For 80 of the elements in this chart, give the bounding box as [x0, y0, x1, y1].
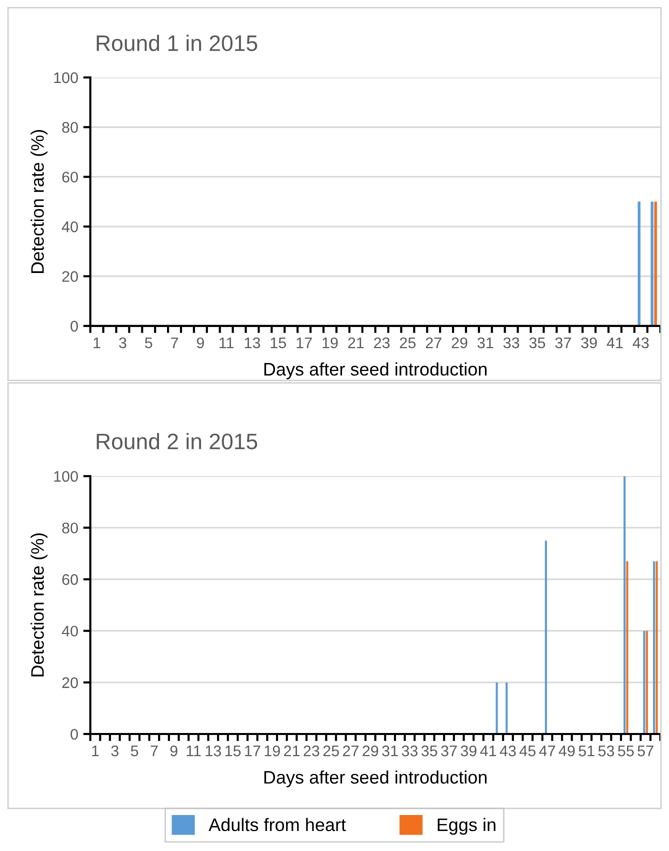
x-tick-label: 23: [304, 746, 320, 756]
x-tick-label: 23: [374, 337, 390, 348]
x-tick-label: 9: [196, 337, 204, 348]
y-axis-title: Detection rate (%): [30, 130, 48, 273]
x-tick-label: 3: [119, 337, 126, 348]
x-tick-label: 15: [225, 746, 241, 756]
x-tick-label: 13: [244, 337, 260, 348]
x-tick-label: 15: [270, 338, 286, 348]
y-axis-title: Detection rate (%): [30, 533, 48, 676]
y-tick-label: 0: [70, 728, 78, 740]
y-tick-label: 40: [62, 626, 78, 637]
y-tick-label: 100: [54, 471, 78, 482]
x-tick-label: 29: [452, 337, 468, 348]
x-tick-label: 5: [130, 746, 138, 756]
x-tick-label: 5: [144, 338, 152, 348]
x-tick-label: 19: [264, 746, 280, 756]
x-tick-label: 3: [111, 746, 118, 756]
x-tick-label: 7: [171, 338, 178, 348]
x-tick-label: 29: [362, 746, 378, 756]
bar: [656, 561, 658, 734]
y-tick-label: 20: [62, 271, 78, 282]
x-tick-label: 17: [245, 746, 260, 756]
x-tick-label: 37: [441, 746, 457, 756]
x-tick-label: 49: [558, 746, 575, 756]
chart-title: Round 2 in 2015: [96, 433, 258, 450]
x-tick-label: 13: [206, 746, 221, 756]
x-tick-label: 41: [606, 338, 623, 348]
y-tick-label: 0: [70, 320, 78, 332]
x-tick-label: 11: [186, 746, 201, 756]
legend-label: Adults from heart: [208, 818, 346, 832]
y-tick-label: 60: [62, 574, 78, 585]
x-tick-label: 25: [323, 746, 339, 756]
x-tick-label: 43: [632, 337, 649, 348]
y-tick-label: 80: [62, 122, 78, 133]
x-tick-label: 53: [598, 746, 614, 756]
bar: [643, 630, 646, 734]
x-tick-label: 21: [284, 746, 300, 756]
x-tick-label: 39: [460, 746, 476, 756]
bar: [626, 561, 628, 734]
x-tick-label: 57: [638, 746, 654, 756]
x-tick-label: 35: [421, 746, 438, 756]
x-tick-label: 47: [539, 746, 556, 756]
bar: [653, 561, 656, 734]
x-tick-label: 25: [400, 337, 416, 348]
x-tick-label: 51: [578, 746, 594, 756]
x-tick-label: 1: [94, 338, 100, 348]
x-tick-label: 27: [343, 746, 358, 756]
bar: [544, 540, 547, 734]
x-tick-label: 27: [426, 337, 442, 348]
y-tick-label: 100: [54, 72, 78, 84]
bar: [496, 682, 498, 734]
x-tick-label: 33: [503, 337, 520, 348]
x-tick-label: 33: [402, 746, 418, 756]
x-tick-label: 55: [618, 746, 634, 756]
chart-title: Round 1 in 2015: [96, 34, 258, 52]
y-tick-label: 40: [62, 221, 78, 232]
x-tick-label: 35: [529, 337, 546, 348]
x-tick-label: 7: [150, 746, 158, 756]
legend-label: Eggs in: [438, 818, 496, 835]
y-tick-label: 20: [62, 677, 78, 688]
x-tick-label: 21: [348, 337, 364, 348]
x-tick-label: 41: [480, 746, 496, 756]
x-tick-label: 31: [478, 337, 494, 348]
x-tick-label: 19: [322, 337, 338, 348]
bar: [624, 476, 626, 734]
x-tick-label: 11: [220, 338, 234, 348]
x-tick-label: 43: [500, 746, 516, 756]
x-tick-label: 17: [296, 338, 312, 348]
x-axis-title: Days after seed introduction: [264, 362, 487, 380]
bar: [646, 630, 648, 734]
y-tick-label: 60: [62, 172, 78, 183]
x-tick-label: 1: [92, 746, 99, 756]
y-tick-label: 80: [62, 522, 78, 534]
bar: [506, 682, 508, 734]
x-tick-label: 37: [555, 337, 571, 348]
x-axis-title: Days after seed introduction: [264, 770, 487, 788]
x-tick-label: 45: [519, 746, 536, 756]
x-tick-label: 9: [170, 746, 178, 756]
x-tick-label: 39: [581, 337, 597, 348]
x-tick-label: 31: [382, 746, 398, 756]
